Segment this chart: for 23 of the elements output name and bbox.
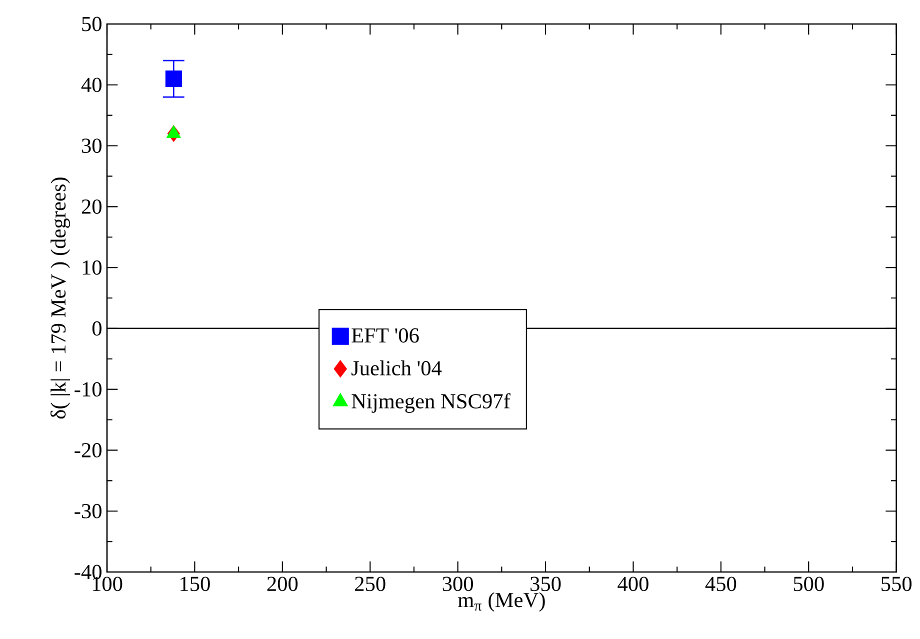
y-tick-label: 10: [82, 260, 102, 275]
x-tick-label: 200: [267, 576, 298, 592]
y-axis-title: δ( |k| = 179 MeV ) (degrees): [50, 178, 70, 419]
y-tick-label: -20: [74, 443, 102, 458]
y-tick-label: 50: [82, 16, 102, 32]
x-tick-label: 500: [794, 576, 824, 592]
legend-label: EFT '06: [352, 328, 419, 343]
x-tick-label: 300: [442, 576, 474, 592]
legend-label: Juelich '04: [351, 360, 442, 376]
x-axis-title: m$_{π}$ (MeV): [458, 592, 545, 612]
y-tick-label: -10: [74, 382, 102, 397]
x-tick-label: 400: [618, 576, 648, 592]
y-tick-label: -30: [74, 504, 102, 518]
x-tick-label: 150: [180, 576, 210, 592]
x-tick-label: 450: [705, 576, 736, 592]
y-tick-label: 20: [82, 199, 102, 214]
y-tick-label: 0: [92, 321, 102, 336]
x-tick-label: 350: [530, 576, 561, 592]
legend-label: Nijmegen NSC97f: [352, 393, 510, 413]
y-tick-label: 40: [81, 78, 102, 92]
y-tick-label: 30: [82, 138, 102, 153]
x-tick-label: 250: [355, 576, 386, 592]
x-tick-label: 550: [882, 576, 912, 592]
